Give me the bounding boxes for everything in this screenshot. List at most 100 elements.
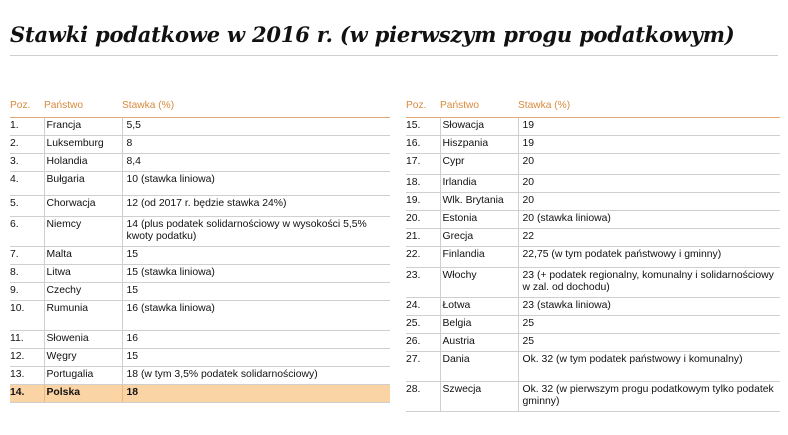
cell-country: Hiszpania (439, 135, 518, 154)
cell-position: 28. (406, 381, 440, 412)
cell-rate: 22 (517, 228, 780, 247)
cell-country: Litwa (43, 264, 122, 283)
cell-rate: 15 (121, 246, 390, 265)
cell-position: 7. (10, 246, 44, 265)
cell-position: 3. (10, 153, 44, 172)
cell-country: Niemcy (43, 216, 122, 247)
cell-country: Bułgaria (43, 171, 122, 196)
title-divider (10, 55, 778, 56)
cell-rate: 14 (plus podatek solidarnościowy w wysok… (121, 216, 390, 247)
table-row: 13. Portugalia 18 (w tym 3,5% podatek soli… (10, 366, 390, 385)
table-row: 6. Niemcy 14 (plus podatek solidarnościowy… (10, 216, 390, 247)
table-row: 17. Cypr 20 (406, 153, 780, 175)
table-row: 1. Francja 5,5 (10, 117, 390, 136)
cell-country: Cypr (439, 153, 518, 175)
table-row: 9. Czechy 15 (10, 282, 390, 301)
cell-rate: 25 (517, 315, 780, 334)
cell-rate: 12 (od 2017 r. będzie stawka 24%) (121, 195, 390, 217)
cell-rate: 20 (517, 192, 780, 211)
cell-position: 23. (406, 267, 440, 298)
cell-rate: 16 (121, 330, 390, 349)
cell-position: 20. (406, 210, 440, 229)
header-position: Poz. (10, 98, 44, 118)
table-row: 11. Słowenia 16 (10, 330, 390, 349)
table-row: 3. Holandia 8,4 (10, 153, 390, 172)
cell-rate: 16 (stawka liniowa) (121, 300, 390, 331)
cell-rate: 15 (121, 348, 390, 367)
cell-position: 8. (10, 264, 44, 283)
table-row: 27. Dania Ok. 32 (w tym podatek państwowy … (406, 351, 780, 382)
table-row: 26. Austria 25 (406, 333, 780, 352)
table-row: 23. Włochy 23 (+ podatek regionalny, komun… (406, 267, 780, 298)
header-rate: Stawka (%) (122, 98, 390, 118)
cell-country: Szwecja (439, 381, 518, 412)
cell-position: 15. (406, 117, 440, 136)
cell-position: 6. (10, 216, 44, 247)
cell-country: Węgry (43, 348, 122, 367)
cell-country: Francja (43, 117, 122, 136)
cell-country: Słowacja (439, 117, 518, 136)
table-row: 22. Finlandia 22,75 (w tym podatek państwo… (406, 246, 780, 268)
cell-position: 22. (406, 246, 440, 268)
table-row: 20. Estonia 20 (stawka liniowa) (406, 210, 780, 229)
table-row: 24. Łotwa 23 (stawka liniowa) (406, 297, 780, 316)
cell-position: 25. (406, 315, 440, 334)
cell-country: Wlk. Brytania (439, 192, 518, 211)
table-row: 14. Polska 18 (10, 384, 390, 403)
table-row: 10. Rumunia 16 (stawka liniowa) (10, 300, 390, 331)
cell-position: 24. (406, 297, 440, 316)
cell-country: Dania (439, 351, 518, 382)
header-rate: Stawka (%) (518, 98, 780, 118)
table-row: 16. Hiszpania 19 (406, 135, 780, 154)
cell-country: Luksemburg (43, 135, 122, 154)
cell-country: Łotwa (439, 297, 518, 316)
cell-country: Belgia (439, 315, 518, 334)
cell-rate: 20 (stawka liniowa) (517, 210, 780, 229)
table-row: 8. Litwa 15 (stawka liniowa) (10, 264, 390, 283)
cell-position: 1. (10, 117, 44, 136)
cell-position: 21. (406, 228, 440, 247)
cell-country: Czechy (43, 282, 122, 301)
cell-rate: 22,75 (w tym podatek państwowy i gminny) (517, 246, 780, 268)
cell-rate: 15 (121, 282, 390, 301)
table-row: 28. Szwecja Ok. 32 (w pierwszym progu poda… (406, 381, 780, 412)
table-row: 2. Luksemburg 8 (10, 135, 390, 154)
table-row: 12. Węgry 15 (10, 348, 390, 367)
cell-position: 4. (10, 171, 44, 196)
cell-rate: 18 (w tym 3,5% podatek solidarnościowy) (121, 366, 390, 385)
cell-position: 17. (406, 153, 440, 175)
cell-rate: 19 (517, 117, 780, 136)
cell-rate: Ok. 32 (w pierwszym progu podatkowym tyl… (517, 381, 780, 412)
table-header-row: Poz. Państwo Stawka (%) (406, 98, 780, 118)
table-row: 7. Malta 15 (10, 246, 390, 265)
cell-country: Rumunia (43, 300, 122, 331)
cell-rate: 8,4 (121, 153, 390, 172)
tax-table-left: Poz. Państwo Stawka (%) 1. Francja 5,5 2. Lu… (10, 98, 390, 403)
table-row: 4. Bułgaria 10 (stawka liniowa) (10, 171, 390, 196)
header-country: Państwo (440, 98, 518, 118)
table-row: 21. Grecja 22 (406, 228, 780, 247)
table-row: 18. Irlandia 20 (406, 174, 780, 193)
cell-country: Estonia (439, 210, 518, 229)
cell-position: 10. (10, 300, 44, 331)
cell-position: 16. (406, 135, 440, 154)
cell-country: Polska (43, 384, 122, 403)
page-title: Stawki podatkowe w 2016 r. (w pierwszym … (10, 22, 735, 47)
cell-country: Irlandia (439, 174, 518, 193)
cell-rate: 23 (stawka liniowa) (517, 297, 780, 316)
table-header-row: Poz. Państwo Stawka (%) (10, 98, 390, 118)
table-row: 25. Belgia 25 (406, 315, 780, 334)
tax-table-right: Poz. Państwo Stawka (%) 15. Słowacja 19 16.… (406, 98, 780, 412)
header-position: Poz. (406, 98, 440, 118)
cell-country: Austria (439, 333, 518, 352)
cell-rate: 8 (121, 135, 390, 154)
cell-rate: 18 (121, 384, 390, 403)
table-row: 5. Chorwacja 12 (od 2017 r. będzie stawka … (10, 195, 390, 217)
cell-country: Portugalia (43, 366, 122, 385)
cell-position: 2. (10, 135, 44, 154)
cell-country: Holandia (43, 153, 122, 172)
cell-position: 26. (406, 333, 440, 352)
table-row: 19. Wlk. Brytania 20 (406, 192, 780, 211)
cell-rate: 20 (517, 153, 780, 175)
cell-position: 19. (406, 192, 440, 211)
